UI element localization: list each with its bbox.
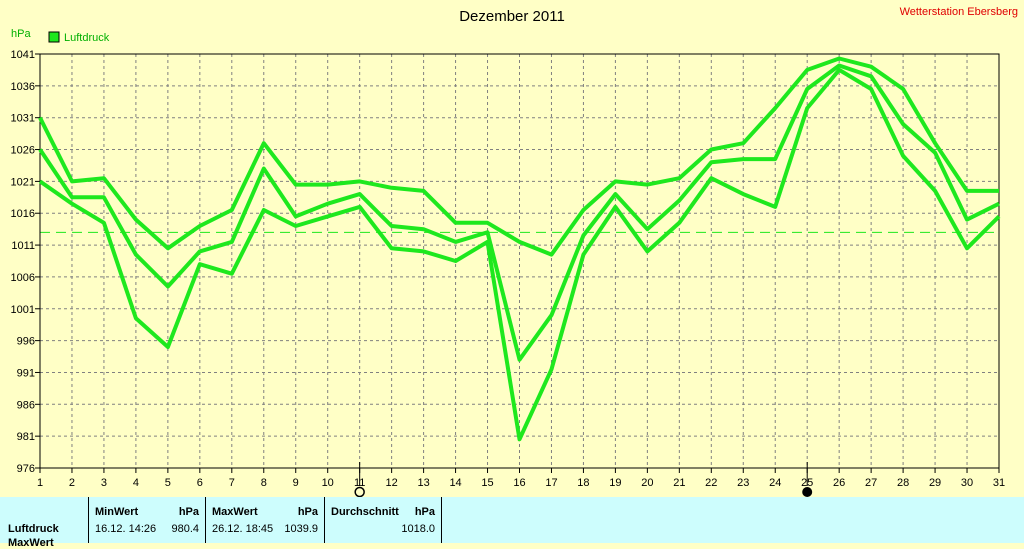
max-value: 1039.9 xyxy=(284,523,318,535)
moon-markers xyxy=(354,462,813,497)
avg-header: Durchschnitt xyxy=(331,506,399,518)
x-tick-label: 6 xyxy=(197,477,203,489)
min-unit: hPa xyxy=(178,506,199,518)
x-tick-label: 12 xyxy=(386,477,398,489)
x-tick-label: 28 xyxy=(897,477,909,489)
avg-unit: hPa xyxy=(414,506,435,518)
moon-filled-icon xyxy=(802,487,813,497)
min-header: MinWert xyxy=(95,506,139,518)
row-label-maxwert: MaxWert xyxy=(8,537,54,549)
avg-value: 1018.0 xyxy=(401,523,435,535)
x-tick-label: 22 xyxy=(705,477,717,489)
series-group xyxy=(38,56,1001,442)
x-tick-label: 23 xyxy=(737,477,749,489)
y-tick-label: 1026 xyxy=(11,145,35,157)
y-tick-label: 1041 xyxy=(11,49,35,61)
y-tick-label: 1001 xyxy=(11,304,35,316)
max-column: MaxWert hPa 26.12. 18:45 1039.9 xyxy=(205,497,324,543)
y-tick-label: 1021 xyxy=(11,176,35,188)
x-tick-label: 8 xyxy=(261,477,267,489)
max-header: MaxWert xyxy=(212,506,258,518)
x-tick-label: 2 xyxy=(69,477,75,489)
y-tick-label: 1036 xyxy=(11,81,35,93)
y-tick-label: 986 xyxy=(17,399,35,411)
y-tick-label: 1011 xyxy=(11,240,35,252)
min-column: MinWert hPa 16.12. 14:26 980.4 xyxy=(88,497,205,543)
x-tick-label: 4 xyxy=(133,477,139,489)
x-tick-label: 10 xyxy=(322,477,334,489)
plot-frame xyxy=(39,53,1000,469)
series-line-max xyxy=(38,56,999,257)
moon-open-icon xyxy=(354,486,365,497)
x-tick-label: 27 xyxy=(865,477,877,489)
x-tick-label: 29 xyxy=(929,477,941,489)
min-date: 16.12. 14:26 xyxy=(95,523,157,535)
chart-canvas: Dezember 2011 Wetterstation Ebersberg hP… xyxy=(11,6,1018,497)
x-tick-label: 20 xyxy=(641,477,653,489)
station-name: Wetterstation Ebersberg xyxy=(900,6,1018,18)
x-tick-label: 21 xyxy=(673,477,685,489)
x-tick-label: 31 xyxy=(993,477,1005,489)
x-tick-label: 5 xyxy=(165,477,171,489)
max-date: 26.12. 18:45 xyxy=(212,523,274,535)
x-tick-label: 9 xyxy=(293,477,299,489)
x-tick-label: 3 xyxy=(101,477,107,489)
x-tick-label: 7 xyxy=(229,477,235,489)
y-tick-label: 1006 xyxy=(11,272,35,284)
x-tick-label: 1 xyxy=(37,477,43,489)
axes: 9769819869919961001100610111016102110261… xyxy=(11,49,1006,489)
x-tick-label: 13 xyxy=(417,477,429,489)
y-tick-label: 991 xyxy=(17,367,35,379)
x-tick-label: 14 xyxy=(449,477,461,489)
chart-title: Dezember 2011 xyxy=(459,8,565,25)
y-tick-label: 996 xyxy=(17,336,35,348)
x-tick-label: 17 xyxy=(545,477,557,489)
series-line-mean xyxy=(38,63,1000,362)
x-tick-label: 18 xyxy=(577,477,589,489)
grid xyxy=(39,53,1000,469)
max-unit: hPa xyxy=(297,506,318,518)
x-tick-label: 15 xyxy=(481,477,493,489)
y-tick-label: 976 xyxy=(17,463,35,475)
x-tick-label: 24 xyxy=(769,477,781,489)
y-tick-label: 1031 xyxy=(11,113,35,125)
legend-swatch xyxy=(48,31,60,43)
legend-label: Luftdruck xyxy=(64,32,110,44)
min-value: 980.4 xyxy=(171,523,199,535)
series-line-min xyxy=(38,67,1001,442)
x-tick-label: 30 xyxy=(961,477,973,489)
y-unit-label: hPa xyxy=(11,28,31,40)
avg-column: Durchschnitt hPa 1018.0 xyxy=(324,497,442,543)
y-tick-label: 1016 xyxy=(11,208,35,220)
y-tick-label: 981 xyxy=(17,431,35,443)
x-tick-label: 19 xyxy=(609,477,621,489)
x-tick-label: 16 xyxy=(513,477,525,489)
row-label-luftdruck: Luftdruck xyxy=(8,523,59,535)
stats-table: Luftdruck MaxWert MinWert hPa 16.12. 14:… xyxy=(0,497,1024,549)
x-tick-label: 26 xyxy=(833,477,845,489)
